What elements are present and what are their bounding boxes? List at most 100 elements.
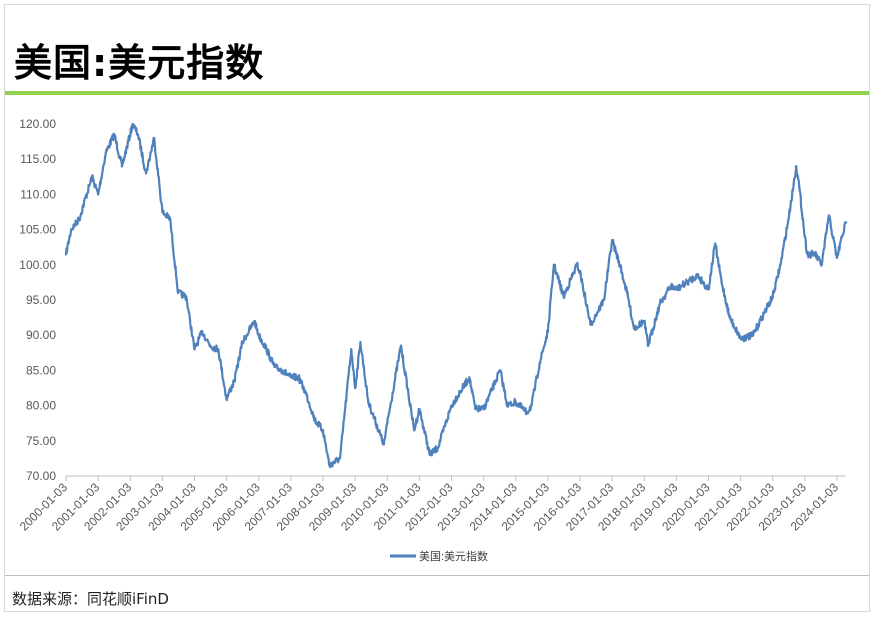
data-point [225, 397, 228, 400]
data-point [253, 319, 256, 323]
data-point [498, 369, 502, 372]
title-rule [5, 91, 869, 95]
data-point [468, 376, 471, 379]
data-point [144, 172, 148, 175]
data-point [675, 288, 678, 291]
y-tick-label: 95.00 [26, 293, 56, 307]
y-tick-label: 110.00 [20, 187, 56, 201]
y-tick-label: 105.00 [19, 223, 56, 237]
data-point [643, 319, 646, 323]
data-point [168, 217, 172, 221]
data-point [696, 274, 699, 277]
data-point [265, 348, 268, 351]
data-point [728, 316, 731, 319]
y-tick-label: 90.00 [26, 328, 56, 342]
data-point [64, 253, 68, 256]
data-point [658, 302, 662, 305]
data-point [827, 214, 831, 217]
data-point [538, 362, 541, 365]
series-line [64, 122, 847, 469]
data-point [530, 404, 533, 407]
data-point [350, 348, 353, 351]
data-point [798, 186, 801, 189]
data-point [136, 133, 140, 136]
data-point [806, 253, 809, 256]
data-point [844, 221, 848, 224]
data-point [632, 326, 636, 330]
data-point [104, 150, 108, 154]
data-point [713, 242, 717, 245]
data-point [514, 400, 517, 404]
data-point [321, 429, 325, 432]
data-point [525, 411, 528, 414]
data-point [289, 376, 293, 379]
data-point [120, 165, 124, 168]
data-point [131, 122, 134, 126]
data-point [787, 217, 790, 221]
data-point [96, 193, 100, 196]
data-point [113, 133, 116, 136]
data-point [450, 404, 453, 407]
data-point [760, 316, 764, 319]
data-point [399, 344, 403, 347]
data-point [359, 341, 362, 344]
data-source: 数据来源：同花顺iFinD [12, 590, 169, 608]
data-point [474, 407, 477, 411]
data-point [176, 291, 180, 295]
data-point [578, 270, 582, 274]
data-point [185, 295, 188, 298]
data-point [739, 337, 743, 340]
y-tick-label: 70.00 [26, 469, 56, 483]
data-point [241, 341, 244, 344]
data-point [562, 295, 565, 298]
data-point [77, 217, 81, 221]
legend-label: 美国:美元指数 [419, 549, 488, 563]
data-point [552, 263, 556, 266]
data-point [751, 334, 755, 337]
data-point [90, 175, 94, 178]
data-point [779, 263, 782, 266]
data-point [152, 136, 156, 140]
data-point [209, 344, 212, 347]
data-point [646, 344, 650, 347]
data-point [610, 238, 614, 242]
data-point [626, 295, 630, 298]
data-point [602, 298, 606, 302]
data-point [771, 295, 774, 298]
data-point [669, 284, 673, 288]
data-point [273, 365, 276, 369]
data-point [436, 446, 440, 450]
data-point [814, 253, 817, 256]
data-point [835, 256, 839, 259]
data-point [297, 376, 300, 379]
data-point [803, 235, 807, 238]
data-point [412, 429, 416, 432]
data-point [338, 457, 342, 460]
data-point [69, 228, 73, 231]
data-point [720, 281, 723, 284]
data-point [382, 443, 386, 446]
data-point [367, 400, 370, 404]
data-point [313, 418, 316, 421]
data-point [685, 281, 688, 284]
data-point [482, 407, 485, 411]
divider [5, 575, 869, 576]
data-point [575, 263, 579, 266]
data-point [217, 348, 220, 351]
chart-frame [4, 4, 870, 612]
data-point [201, 330, 204, 333]
y-tick-label: 115.00 [20, 152, 56, 166]
chart-area: 120.00 115.00 110.00 105.00 100.00 95.00 90.00… [5, 100, 869, 575]
data-point [840, 235, 844, 238]
line-chart: 120.00 115.00 110.00 105.00 100.00 95.00 90.00… [17, 117, 848, 563]
data-point [428, 453, 432, 457]
data-point [161, 210, 164, 214]
data-point [193, 348, 196, 351]
y-tick-label: 120.00 [19, 117, 56, 131]
data-point [257, 334, 260, 337]
data-point [233, 379, 236, 383]
data-point [281, 369, 284, 372]
data-point [506, 404, 509, 407]
y-tick-label: 100.00 [19, 258, 56, 272]
data-point [546, 330, 550, 333]
